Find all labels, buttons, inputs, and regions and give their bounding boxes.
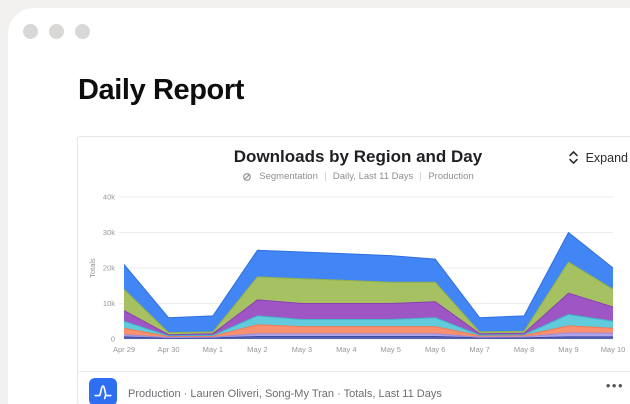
amplitude-logo-icon (89, 378, 117, 404)
svg-text:May 8: May 8 (514, 345, 534, 354)
chart-meta: Segmentation Daily, Last 11 Days Product… (78, 171, 630, 182)
chart-title: Downloads by Region and Day (233, 147, 483, 166)
downloads-chart[interactable]: 0 10k 20k 30k 40k Totals Apr 29 Apr 30 May 1 May … (88, 189, 628, 361)
chart-card: Downloads by Region and Day Segmentation… (77, 136, 630, 404)
svg-text:May 1: May 1 (203, 345, 223, 354)
page-title: Daily Report (78, 74, 245, 106)
more-menu-button[interactable]: ••• (605, 378, 624, 393)
svg-text:0: 0 (111, 335, 115, 344)
meta-divider (420, 172, 422, 181)
svg-text:Apr 30: Apr 30 (157, 345, 179, 354)
svg-text:May 2: May 2 (247, 345, 267, 354)
meta-environment-label: Production (428, 171, 474, 182)
expand-button[interactable]: Expand (567, 150, 628, 165)
svg-text:10k: 10k (103, 299, 115, 308)
window-controls (23, 24, 90, 39)
meta-segmentation-label: Segmentation (259, 171, 318, 182)
window-dot-icon (49, 24, 64, 39)
svg-text:40k: 40k (103, 193, 115, 202)
segmentation-icon (242, 172, 252, 182)
svg-text:May 3: May 3 (292, 345, 312, 354)
unfold-chevrons-icon (567, 150, 580, 165)
svg-text:May 5: May 5 (380, 345, 400, 354)
card-footer: Production · Lauren Oliveri, Song-My Tra… (78, 371, 630, 404)
svg-text:May 10: May 10 (601, 345, 626, 354)
svg-text:30k: 30k (103, 228, 115, 237)
app-window: Daily Report Downloads by Region and Day… (8, 8, 630, 404)
svg-text:Totals: Totals (88, 258, 97, 278)
meta-divider (324, 172, 326, 181)
source-caption: Production · Lauren Oliveri, Song-My Tra… (128, 388, 442, 400)
svg-text:20k: 20k (103, 264, 115, 273)
svg-text:May 9: May 9 (558, 345, 578, 354)
svg-text:Apr 29: Apr 29 (113, 345, 135, 354)
svg-text:May 4: May 4 (336, 345, 356, 354)
expand-button-label: Expand (585, 150, 628, 165)
svg-text:May 7: May 7 (469, 345, 489, 354)
window-dot-icon (23, 24, 38, 39)
svg-text:May 6: May 6 (425, 345, 445, 354)
meta-date-range-label: Daily, Last 11 Days (332, 171, 414, 182)
window-dot-icon (75, 24, 90, 39)
